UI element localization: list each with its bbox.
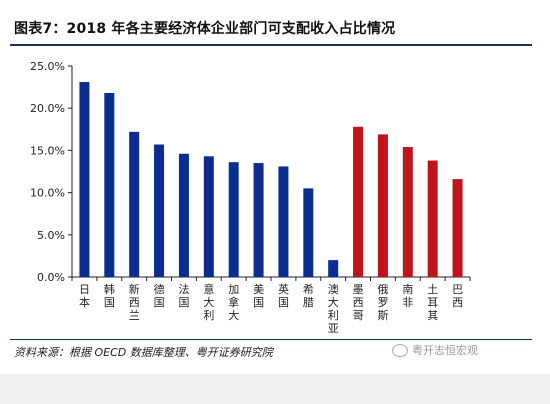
wechat-icon: [392, 343, 408, 357]
bar-德国: [154, 144, 165, 277]
y-tick-label: 15.0%: [30, 144, 65, 157]
watermark-text: 粤开志恒宏观: [412, 344, 478, 357]
x-tick-label: 澳大利亚: [328, 283, 339, 335]
bar-希腊: [303, 188, 314, 277]
bar-墨西哥: [353, 126, 364, 277]
x-tick-label: 希腊: [303, 282, 314, 309]
bar-巴西: [452, 179, 463, 277]
x-tick-label: 意大利: [203, 282, 214, 322]
title-rule: [10, 44, 532, 46]
bar-俄罗斯: [377, 134, 388, 277]
y-tick-label: 0.0%: [37, 271, 65, 284]
x-tick-label: 巴西: [452, 283, 463, 309]
bar-意大利: [203, 156, 214, 277]
bar-土耳其: [427, 160, 438, 277]
bar-新西兰: [129, 131, 140, 277]
source-rule: [10, 339, 532, 340]
x-tick-label: 英国: [278, 282, 289, 309]
y-tick-label: 5.0%: [37, 229, 65, 242]
x-tick-label: 加拿大: [228, 283, 239, 322]
bar-英国: [278, 166, 289, 277]
source-note: 资料来源：根据 OECD 数据库整理、粤开证券研究院: [14, 346, 273, 359]
x-tick-label: 南非: [402, 283, 413, 309]
x-tick-label: 法国: [178, 282, 189, 309]
x-tick-label: 日本: [79, 283, 90, 309]
bar-韩国: [104, 93, 115, 278]
x-tick-label: 韩国: [104, 282, 115, 309]
y-tick-label: 25.0%: [30, 60, 65, 73]
bar-澳大利亚: [328, 260, 339, 277]
y-tick-label: 20.0%: [30, 102, 65, 115]
bar-法国: [178, 153, 189, 277]
x-tick-label: 墨西哥: [353, 283, 364, 322]
x-tick-label: 土耳其: [427, 283, 438, 322]
x-tick-label: 新西兰: [129, 282, 140, 322]
bar-日本: [79, 82, 90, 277]
chart-title: 图表7：2018 年各主要经济体企业部门可支配收入占比情况: [14, 21, 396, 37]
y-tick-label: 10.0%: [30, 187, 65, 200]
x-tick-label: 美国: [253, 283, 264, 309]
bar-南非: [402, 147, 413, 277]
x-tick-label: 德国: [154, 282, 165, 309]
watermark: 粤开志恒宏观: [392, 342, 478, 358]
bar-美国: [253, 163, 264, 277]
page-bottom-band: [0, 374, 550, 404]
bar-加拿大: [228, 162, 239, 277]
x-tick-label: 俄罗斯: [377, 283, 388, 322]
